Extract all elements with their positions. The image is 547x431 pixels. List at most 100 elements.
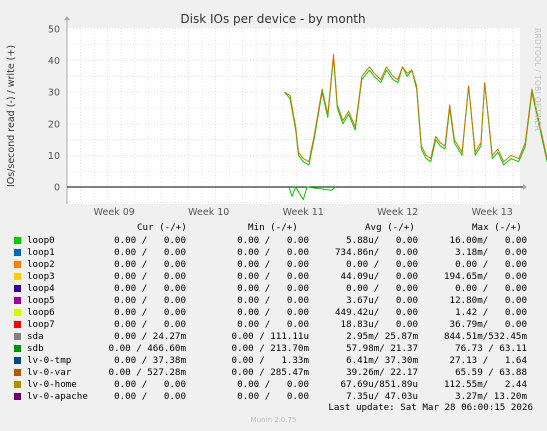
y-tick-label: 10 <box>48 151 60 162</box>
legend-value-cur: 0.00 / 24.27m <box>114 331 186 342</box>
legend-value-max: 76.73 / 63.11 <box>455 343 527 354</box>
legend-label: loop4 <box>27 283 55 294</box>
legend-value-max: 112.55m/ 2.44 <box>444 379 527 390</box>
x-tick-label: Week 13 <box>472 207 513 218</box>
legend-swatch <box>14 357 21 364</box>
y-tick-labels: 0 10 20 30 40 50 <box>48 25 60 194</box>
x-tick-labels: Week 09 Week 10 Week 11 Week 12 Week 13 <box>94 207 513 218</box>
legend-row-sdb: sdb 0.00 / 466.60m 0.00 / 213.70m 57.98m/ 2… <box>0 343 547 355</box>
x-axis-arrow <box>523 184 527 190</box>
legend-row-loop7: loop7 0.00 / 0.00 0.00 / 0.00 18.83u/ 0.00 3… <box>0 319 547 331</box>
legend-swatch <box>14 393 21 400</box>
legend-row-lv-0-tmp: lv-0-tmp 0.00 / 37.38m 0.00 / 1.33m 6.41m/ … <box>0 355 547 367</box>
legend-row-lv-0-var: lv-0-var 0.00 / 527.28m 0.00 / 285.47m 39.2… <box>0 367 547 379</box>
legend-value-cur: 0.00 / 0.00 <box>114 379 186 390</box>
legend-value-min: 0.00 / 111.11u <box>231 331 309 342</box>
y-tick-label: 40 <box>48 56 60 67</box>
legend-value-avg: 0.00 / 0.00 <box>346 283 418 294</box>
y-axis-arrow <box>64 16 70 20</box>
legend-value-max: 3.18m/ 0.00 <box>455 247 527 258</box>
legend-value-avg: 6.41m/ 37.30m <box>346 355 418 366</box>
legend-value-min: 0.00 / 0.00 <box>237 319 309 330</box>
legend-value-min: 0.00 / 213.70m <box>231 343 309 354</box>
legend-value-avg: 44.09u/ 0.00 <box>340 271 418 282</box>
legend-value-cur: 0.00 / 527.28m <box>108 367 186 378</box>
legend-value-avg: 3.67u/ 0.00 <box>346 295 418 306</box>
legend-value-min: 0.00 / 0.00 <box>237 379 309 390</box>
y-axis-label: IOs/second read (-) / write (+) <box>6 45 17 187</box>
legend-value-min: 0.00 / 0.00 <box>237 283 309 294</box>
legend-row-sda: sda 0.00 / 24.27m 0.00 / 111.11u 2.95m/ 25.… <box>0 331 547 343</box>
legend-value-max: 36.79m/ 0.00 <box>449 319 527 330</box>
legend-value-min: 0.00 / 0.00 <box>237 295 309 306</box>
legend-value-min: 0.00 / 1.33m <box>231 355 309 366</box>
legend-value-max: 844.51m/532.45m <box>444 331 527 342</box>
legend-label: loop6 <box>27 307 55 318</box>
legend-row-lv-0-apache: lv-0-apache 0.00 / 0.00 0.00 / 0.00 7.35u/ … <box>0 391 547 403</box>
legend-value-avg: 67.69u/851.89u <box>340 379 418 390</box>
legend-value-max: 194.65m/ 0.00 <box>444 271 527 282</box>
legend-value-cur: 0.00 / 0.00 <box>114 247 186 258</box>
x-tick-label: Week 09 <box>94 207 135 218</box>
series-line-sda <box>284 56 547 166</box>
legend-value-max: 27.13 / 1.64 <box>449 355 527 366</box>
legend-swatch <box>14 285 21 292</box>
legend-value-cur: 0.00 / 0.00 <box>114 319 186 330</box>
legend-label: lv-0-home <box>27 379 77 390</box>
legend-value-avg: 734.86n/ 0.00 <box>335 247 418 258</box>
legend-swatch <box>14 321 21 328</box>
legend-label: loop5 <box>27 295 55 306</box>
legend-value-avg: 39.26m/ 22.17 <box>346 367 418 378</box>
legend-label: loop1 <box>27 247 55 258</box>
legend-swatch <box>14 237 21 244</box>
legend-swatch <box>14 273 21 280</box>
y-tick-label: 30 <box>48 88 60 99</box>
legend-value-min: 0.00 / 0.00 <box>237 259 309 270</box>
legend-swatch <box>14 369 21 376</box>
x-tick-label: Week 11 <box>283 207 324 218</box>
header-cur: Cur (-/+) <box>137 222 187 233</box>
legend-value-min: 0.00 / 0.00 <box>237 391 309 402</box>
legend-header: Cur (-/+) Min (-/+) Avg (-/+) Max (-/+) <box>0 222 547 234</box>
legend-row-loop6: loop6 0.00 / 0.00 0.00 / 0.00 449.42u/ 0.00… <box>0 307 547 319</box>
legend-row-lv-0-home: lv-0-home 0.00 / 0.00 0.00 / 0.00 67.69u/85… <box>0 379 547 391</box>
legend-value-min: 0.00 / 285.47m <box>231 367 309 378</box>
legend-row-loop3: loop3 0.00 / 0.00 0.00 / 0.00 44.09u/ 0.00 1… <box>0 271 547 283</box>
legend-label: loop3 <box>27 271 55 282</box>
legend-value-max: 16.00m/ 0.00 <box>449 235 527 246</box>
header-min: Min (-/+) <box>248 222 298 233</box>
legend-value-max: 0.00 / 0.00 <box>455 283 527 294</box>
legend-value-min: 0.00 / 0.00 <box>237 247 309 258</box>
y-tick-label: 0 <box>54 183 60 194</box>
legend-value-max: 0.00 / 0.00 <box>455 259 527 270</box>
legend-swatch <box>14 333 21 340</box>
legend-value-avg: 5.88u/ 0.00 <box>346 235 418 246</box>
legend-row-loop0: loop0 0.00 / 0.00 0.00 / 0.00 5.88u/ 0.00 16… <box>0 235 547 247</box>
legend-row-loop1: loop1 0.00 / 0.00 0.00 / 0.00 734.86n/ 0.00… <box>0 247 547 259</box>
chart: 0 10 20 30 40 50 Week 09 Week 10 Week 11 Week 12… <box>6 12 547 218</box>
legend-value-max: 12.80m/ 0.00 <box>449 295 527 306</box>
legend-value-max: 65.59 / 63.88 <box>455 367 527 378</box>
legend-swatch <box>14 261 21 268</box>
legend-value-cur: 0.00 / 0.00 <box>114 271 186 282</box>
legend-swatch <box>14 297 21 304</box>
last-update: Last update: Sat Mar 28 06:00:15 2026 <box>328 402 533 413</box>
legend-row-loop5: loop5 0.00 / 0.00 0.00 / 0.00 3.67u/ 0.00 12… <box>0 295 547 307</box>
legend-value-min: 0.00 / 0.00 <box>237 235 309 246</box>
legend-value-avg: 449.42u/ 0.00 <box>335 307 418 318</box>
munin-version: Munin 2.0.75 <box>250 416 297 424</box>
series-line-sda-read <box>288 186 336 201</box>
legend-value-cur: 0.00 / 37.38m <box>114 355 186 366</box>
legend-swatch <box>14 381 21 388</box>
legend-value-avg: 18.83u/ 0.00 <box>340 319 418 330</box>
legend-value-avg: 7.35u/ 47.03u <box>346 391 418 402</box>
series-line-lv-0-var <box>284 53 547 163</box>
legend-value-cur: 0.00 / 0.00 <box>114 235 186 246</box>
legend-label: sdb <box>27 343 44 354</box>
legend-swatch <box>14 309 21 316</box>
legend-label: sda <box>27 331 44 342</box>
legend-value-avg: 57.98m/ 21.37 <box>346 343 418 354</box>
legend-label: loop2 <box>27 259 55 270</box>
legend-value-cur: 0.00 / 0.00 <box>114 283 186 294</box>
series-group <box>284 53 547 201</box>
